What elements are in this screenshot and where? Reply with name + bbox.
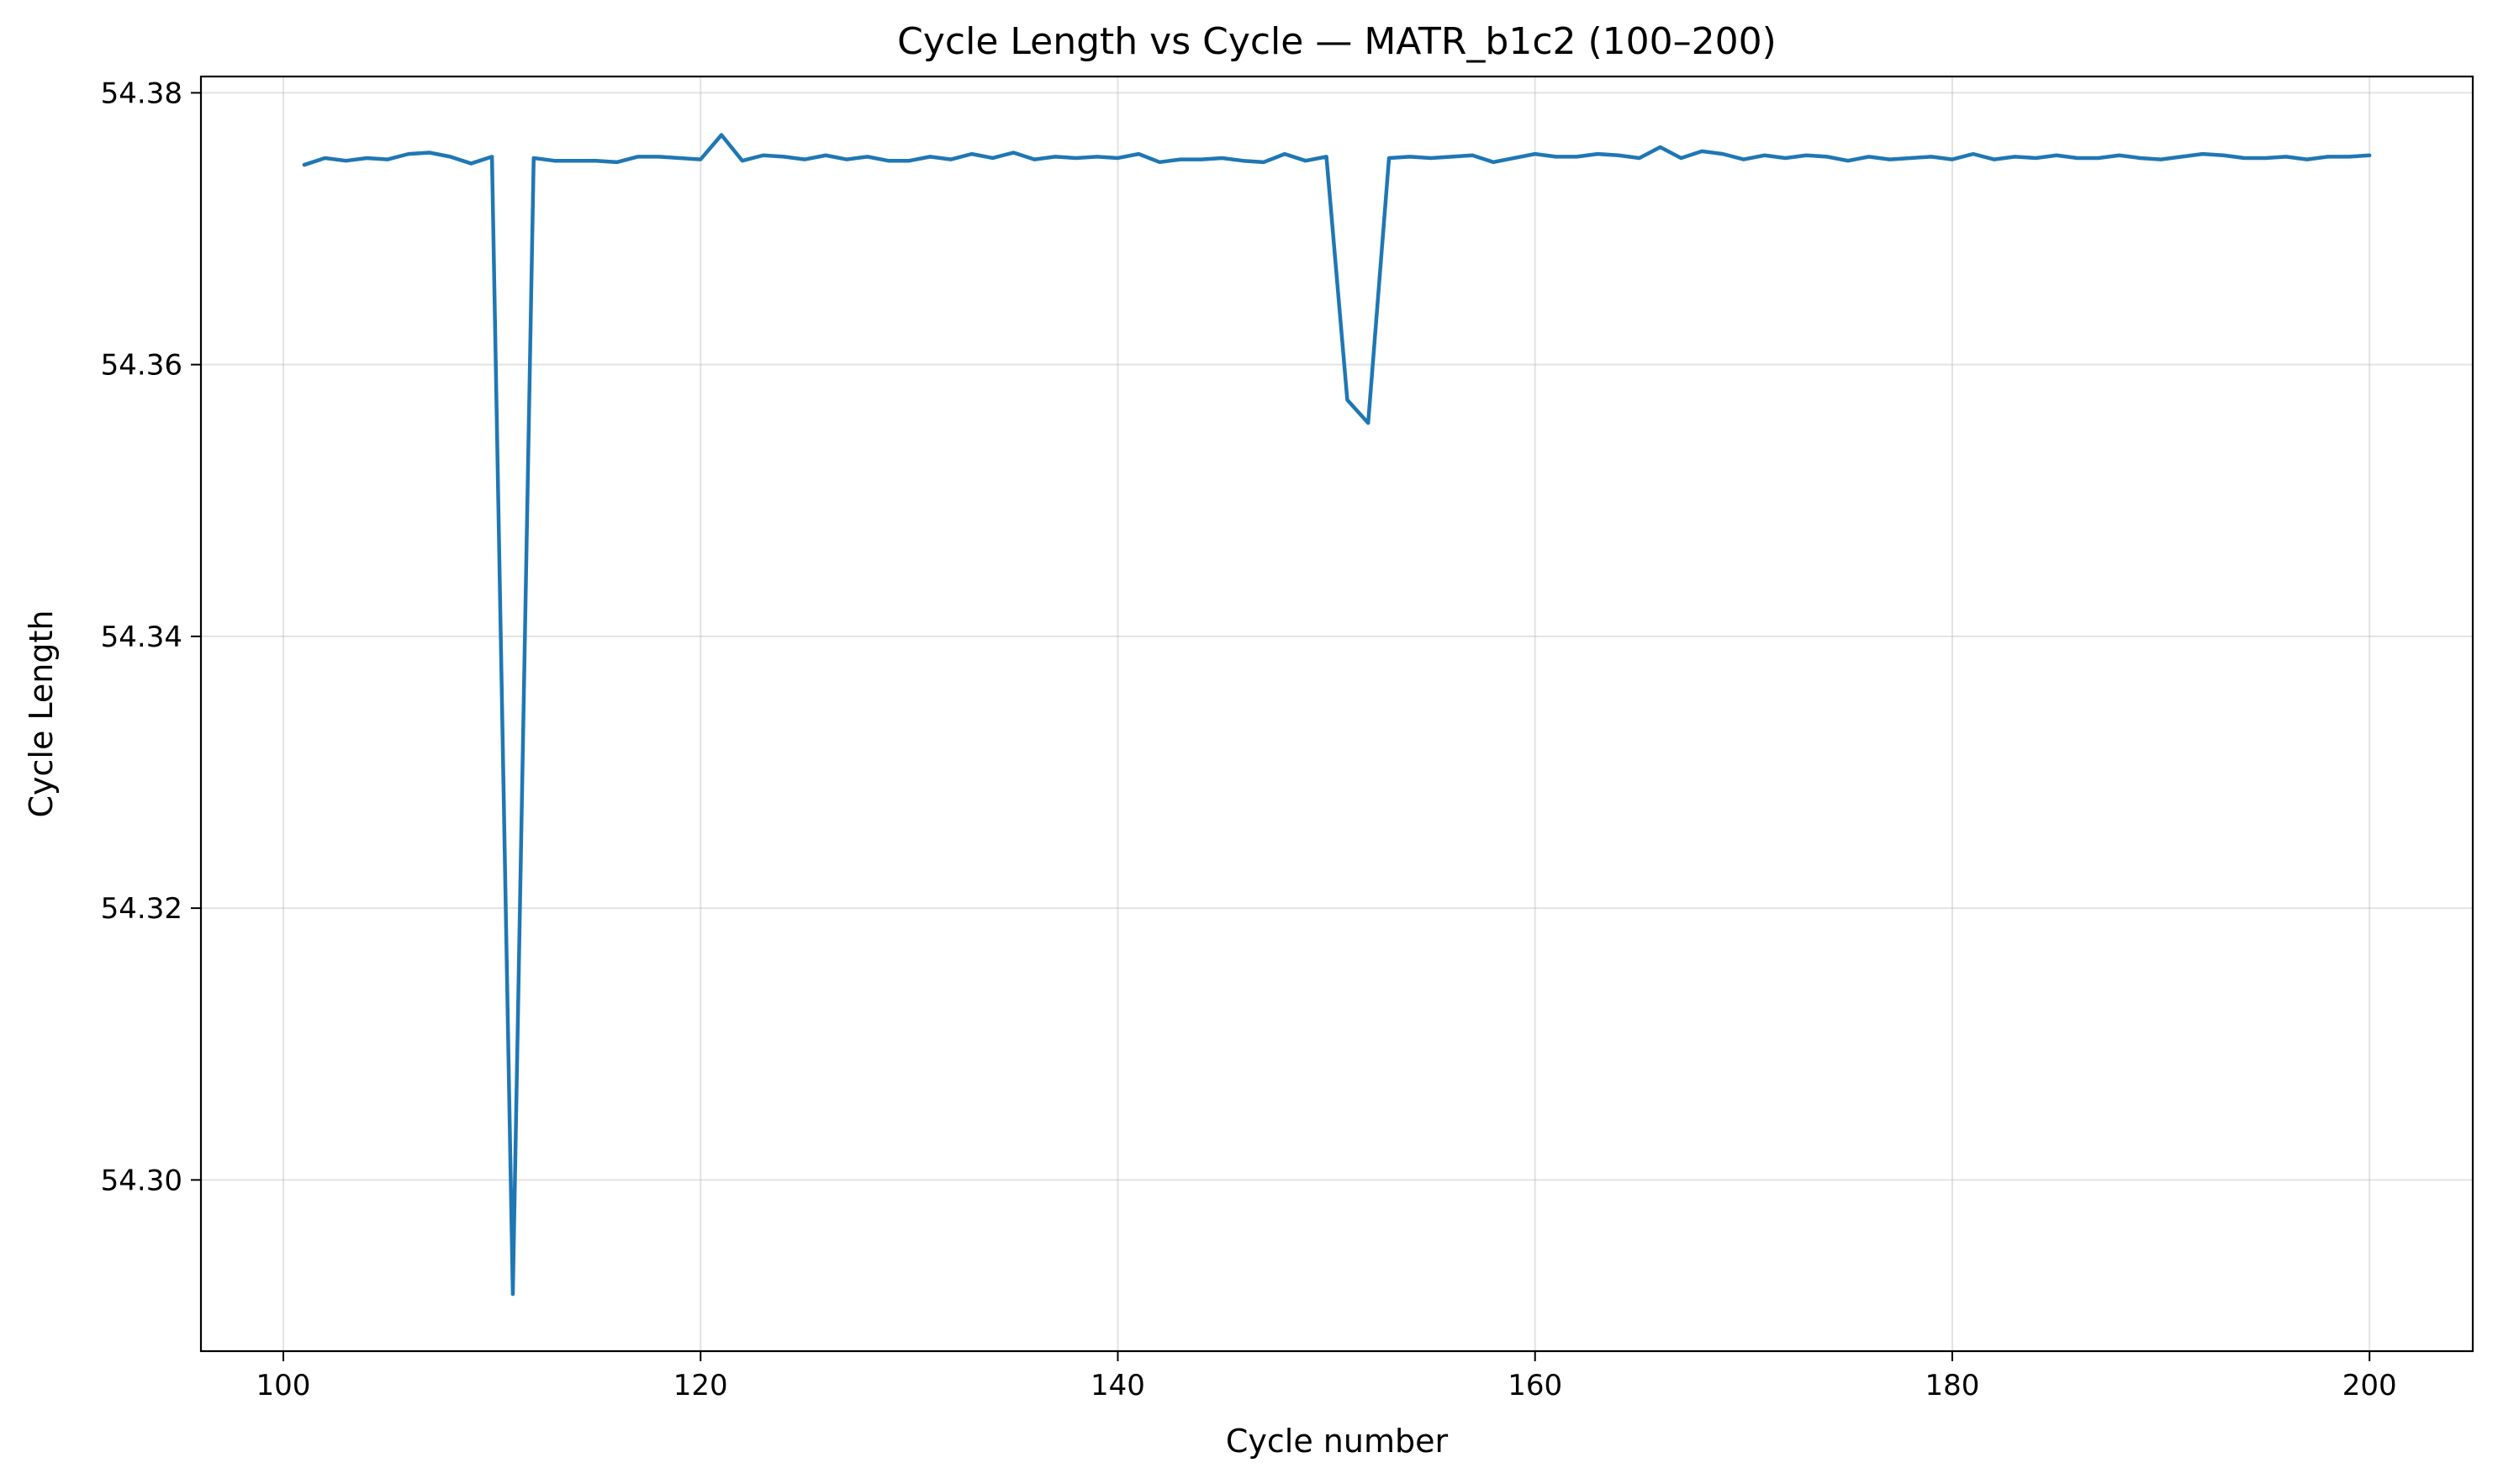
x-tick-label: 120 <box>673 1369 728 1402</box>
y-tick-label: 54.32 <box>101 892 182 926</box>
x-axis-label: Cycle number <box>1226 1423 1449 1460</box>
y-gridlines <box>201 92 2473 1181</box>
series-line <box>302 133 2372 1297</box>
y-tick-label: 54.30 <box>101 1164 182 1197</box>
x-tick-label: 160 <box>1508 1369 1562 1402</box>
x-gridlines <box>283 77 2371 1351</box>
x-tick-label: 200 <box>2342 1369 2397 1402</box>
y-tick-label: 54.38 <box>101 77 182 110</box>
y-tick-label: 54.36 <box>101 349 182 383</box>
x-tick-label: 100 <box>256 1369 311 1402</box>
y-tick-label: 54.34 <box>101 621 182 654</box>
chart-title: Cycle Length vs Cycle — MATR_b1c2 (100–2… <box>897 20 1777 63</box>
x-tick-label: 180 <box>1925 1369 1979 1402</box>
y-axis-label: Cycle Length <box>23 610 60 818</box>
x-axis-ticks: 100 120 140 160 180 200 <box>256 1351 2397 1402</box>
y-axis-ticks: 54.30 54.32 54.34 54.36 54.38 <box>101 77 201 1197</box>
x-tick-label: 140 <box>1091 1369 1145 1402</box>
plot-frame <box>199 75 2474 1353</box>
